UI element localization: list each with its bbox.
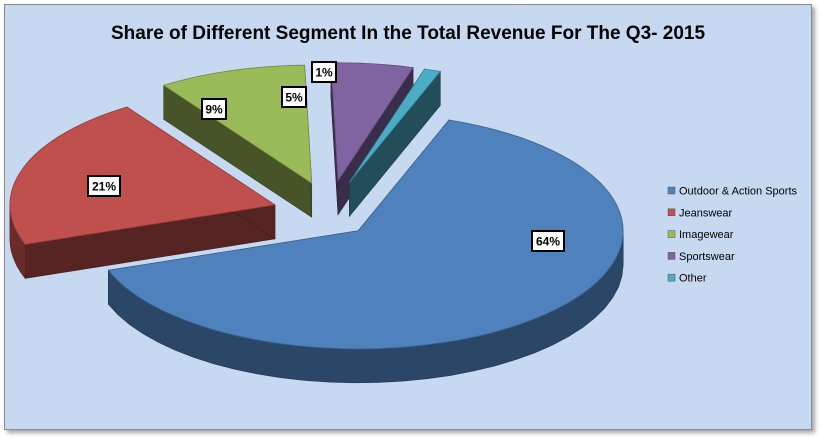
legend-entry: Other bbox=[679, 273, 707, 285]
legend-swatch bbox=[667, 273, 676, 282]
data-label: 9% bbox=[205, 103, 223, 117]
pie-slice-other bbox=[349, 68, 442, 183]
data-label-layer: 64% 21% 9% 5% 1% bbox=[87, 61, 565, 252]
legend: Outdoor & Action Sports Jeanswear Imagewea… bbox=[667, 186, 798, 285]
data-label-box bbox=[311, 61, 337, 83]
data-label-box bbox=[87, 175, 121, 197]
data-label: 1% bbox=[315, 66, 333, 80]
chart-title: Share of Different Segment In the Total … bbox=[111, 23, 705, 44]
legend-swatch bbox=[667, 252, 676, 260]
pie-slice-jeanswear bbox=[9, 106, 276, 245]
pie-slice-imagewear bbox=[162, 64, 313, 184]
legend-entry: Outdoor & Action Sports bbox=[679, 186, 798, 198]
legend-entry: Jeanswear bbox=[679, 207, 733, 219]
data-label: 21% bbox=[92, 180, 116, 194]
legend-entry: Sportswear bbox=[679, 251, 735, 263]
pie-layer bbox=[9, 62, 624, 384]
legend-swatch bbox=[667, 230, 676, 238]
data-label-box bbox=[281, 86, 307, 108]
legend-entry: Imagewear bbox=[679, 229, 734, 241]
data-label: 5% bbox=[285, 91, 303, 105]
data-label-box bbox=[201, 98, 227, 120]
legend-swatch bbox=[667, 208, 676, 217]
legend-swatch bbox=[667, 186, 676, 195]
data-label: 64% bbox=[536, 235, 560, 249]
data-label-box bbox=[531, 230, 565, 252]
pie-slice-outdoor-action-sports bbox=[107, 119, 624, 350]
